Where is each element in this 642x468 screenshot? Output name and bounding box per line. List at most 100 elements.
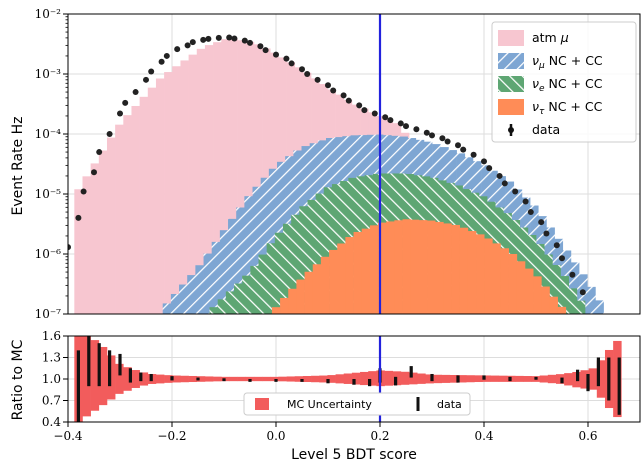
uncertainty-band-bin (409, 372, 418, 385)
uncertainty-band-bin (311, 375, 320, 383)
uncertainty-band-bin (253, 376, 263, 382)
data-point (132, 89, 139, 96)
atm-mu-bin (98, 150, 108, 314)
uncertainty-band-bin (286, 376, 296, 382)
nu-tau-bin (394, 220, 403, 314)
x-tick-label: −0.4 (53, 429, 83, 443)
ratio-y-tick-label: 0.4 (42, 415, 61, 429)
data-point (522, 198, 529, 205)
nu-e-bin (282, 223, 292, 314)
legend-swatch (498, 99, 524, 115)
uncertainty-band-bin (343, 373, 353, 384)
atm-mu-bin (74, 189, 83, 314)
nu-tau-bin (320, 256, 330, 314)
uncertainty-band-bin (613, 340, 622, 418)
atm-mu-bin (172, 66, 181, 314)
uncertainty-band-bin (155, 374, 165, 384)
x-ticks: −0.4 −0.2 0.0 0.2 0.4 0.6 (53, 422, 598, 443)
nu-e-bin (242, 275, 251, 314)
data-point (91, 169, 97, 176)
data-point (184, 42, 191, 49)
y-tick-label: 10⁻² (35, 7, 62, 21)
nu-tau-bin (345, 237, 354, 314)
nu-e-bin (323, 187, 333, 314)
y-tick-label: 10⁻³ (35, 67, 62, 81)
atm-mu-bin (204, 45, 214, 314)
data-point (241, 37, 248, 44)
data-point (75, 214, 82, 221)
nu-e-bin (331, 184, 341, 314)
nu-e-bin (544, 254, 553, 314)
nu-e-bin (266, 243, 276, 314)
data-point (106, 131, 113, 137)
data-point (96, 149, 103, 156)
uncertainty-band-bin (123, 367, 132, 391)
nu-tau-bin (304, 271, 314, 314)
data-point (158, 58, 165, 65)
nu-mu-bin (244, 196, 253, 314)
ratio-legend-box (243, 392, 471, 416)
nu-mu-bin (236, 207, 245, 314)
data-point (382, 114, 389, 121)
nu-mu-bin (162, 303, 172, 314)
legend-swatch (498, 53, 524, 69)
data-point (273, 51, 279, 58)
data-point (361, 107, 368, 114)
uncertainty-band-bin (180, 375, 189, 383)
data-point (423, 129, 430, 136)
ratio-legend-label: MC Uncertainty (287, 398, 372, 411)
uncertainty-band-bin (278, 376, 287, 382)
data-point (231, 35, 238, 42)
ratio-data-errorbars (76, 336, 621, 422)
data-point (247, 39, 253, 46)
uncertainty-band-bin (400, 371, 410, 385)
data-point (496, 172, 503, 179)
legend-box (491, 21, 637, 143)
uncertainty-band-bin (368, 371, 377, 386)
ratio-y-tick-label: 0.7 (42, 394, 61, 408)
uncertainty-band-bin (302, 375, 312, 383)
nu-tau-bin (288, 288, 297, 314)
atm-mu-bin (196, 48, 206, 314)
uncertainty-band-bin (466, 375, 475, 383)
nu-tau-bin (500, 248, 509, 314)
data-point (257, 43, 264, 50)
uncertainty-band-bin (449, 375, 459, 383)
y-tick-label: 10⁻⁴ (35, 127, 62, 141)
uncertainty-band-bin (262, 376, 271, 382)
data-point (174, 46, 181, 53)
ratio-y-axis-label: Ratio to MC (10, 339, 26, 420)
nu-tau-bin (435, 221, 444, 314)
nu-mu-bin (179, 284, 188, 314)
data-point (413, 126, 420, 133)
data-point (325, 82, 331, 89)
main-y-ticks: 10⁻² 10⁻³ 10⁻⁴ 10⁻⁵ 10⁻⁶ 10⁻⁷ (35, 7, 68, 321)
atm-mu-bin (82, 176, 91, 314)
atm-mu-bin (115, 124, 124, 314)
atm-mu-bin (237, 40, 247, 314)
nu-mu-bin (252, 186, 261, 314)
data-point (501, 180, 508, 187)
data-point (569, 271, 576, 278)
nu-tau-bin (427, 220, 436, 314)
uncertainty-band-bin (474, 375, 483, 383)
uncertainty-band-bin (319, 375, 328, 383)
legend-label: νe NC + CC (532, 76, 603, 94)
ratio-legend-label: data (437, 398, 462, 411)
nu-tau-bin (541, 286, 550, 314)
main-data-points (68, 34, 586, 296)
nu-mu-bin (587, 286, 596, 314)
main-legend: atm μ νμ NC + CC νe NC + CC ντ NC + CC data (491, 21, 637, 143)
uncertainty-band-bin (164, 375, 173, 383)
atm-mu-bin (188, 54, 198, 314)
uncertainty-band-bin (425, 374, 434, 384)
atm-mu-bin (245, 41, 255, 314)
data-point (80, 188, 87, 195)
nu-tau-bin (492, 243, 501, 314)
data-point (356, 102, 363, 109)
data-point (299, 66, 305, 73)
uncertainty-band-bin (213, 376, 222, 382)
data-point (397, 120, 404, 127)
uncertainty-band-bin (596, 360, 606, 398)
